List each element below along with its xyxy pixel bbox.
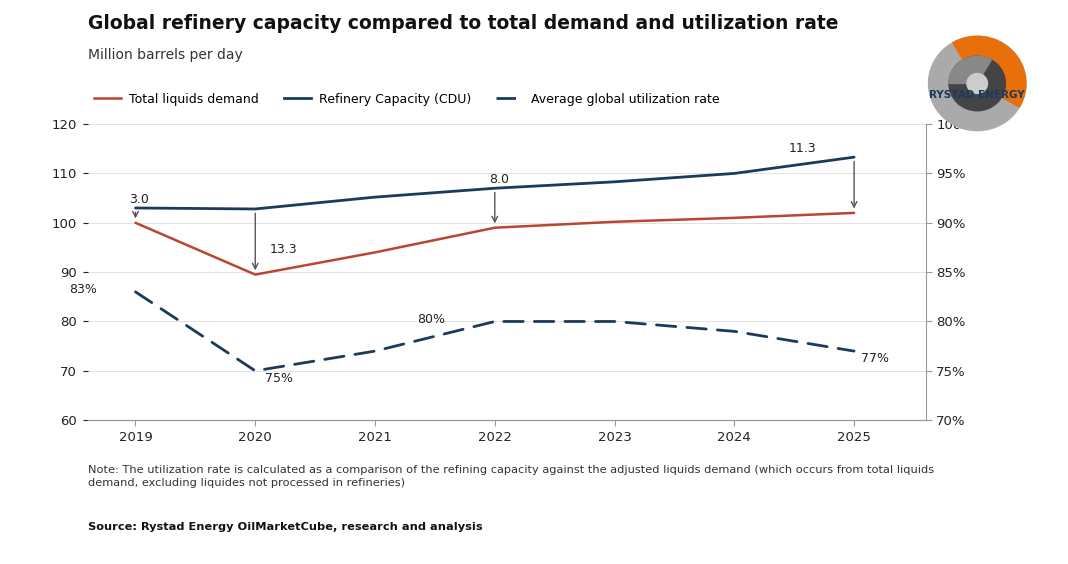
Text: Million barrels per day: Million barrels per day <box>88 48 242 62</box>
Text: 13.3: 13.3 <box>269 243 297 255</box>
Text: Note: The utilization rate is calculated as a comparison of the refining capacit: Note: The utilization rate is calculated… <box>88 465 933 488</box>
Text: 77%: 77% <box>861 352 890 365</box>
Circle shape <box>949 56 1005 111</box>
Legend: Total liquids demand, Refinery Capacity (CDU), Average global utilization rate: Total liquids demand, Refinery Capacity … <box>94 93 720 106</box>
Text: RYSTAD ENERGY: RYSTAD ENERGY <box>929 90 1025 100</box>
Wedge shape <box>949 56 991 83</box>
Text: 75%: 75% <box>265 372 293 385</box>
Text: Source: Rystad Energy OilMarketCube, research and analysis: Source: Rystad Energy OilMarketCube, res… <box>88 522 482 532</box>
Wedge shape <box>953 36 1026 107</box>
Text: 3.0: 3.0 <box>129 193 150 206</box>
Circle shape <box>928 36 1026 131</box>
Text: Global refinery capacity compared to total demand and utilization rate: Global refinery capacity compared to tot… <box>88 14 838 33</box>
Text: 80%: 80% <box>417 312 445 325</box>
Text: 8.0: 8.0 <box>489 173 508 186</box>
Text: 11.3: 11.3 <box>788 142 816 155</box>
Circle shape <box>967 73 988 94</box>
Text: 83%: 83% <box>69 283 97 296</box>
